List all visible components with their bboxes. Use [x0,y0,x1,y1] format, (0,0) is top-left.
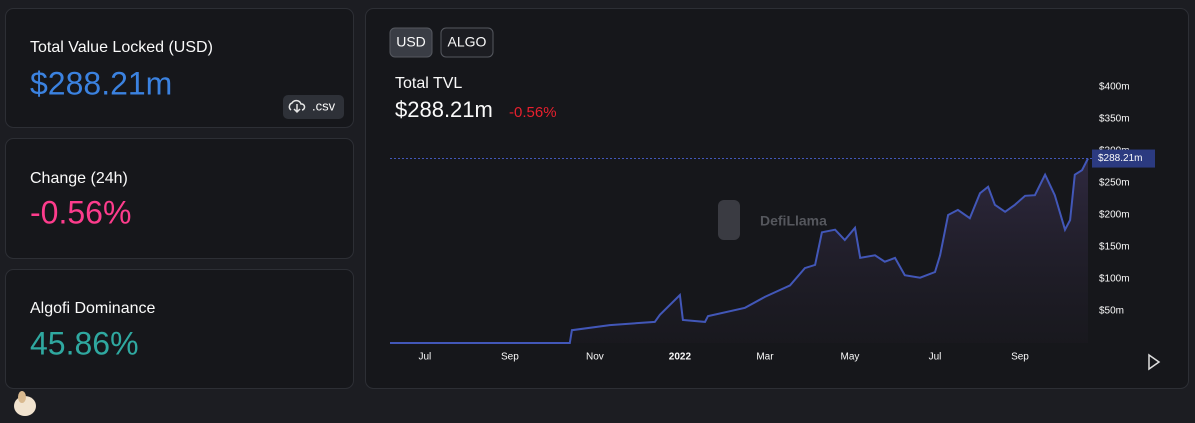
chart-title: Total TVL [395,75,462,92]
card-value: -0.56% [30,194,131,230]
watermark-logo [718,200,740,240]
last-value-box [1092,149,1155,168]
plot: $50m$100m$150m$200m$250m$300m$350m$400mJ… [390,82,1155,363]
chart-change: -0.56% [509,104,557,121]
card-label: Algofi Dominance [30,300,156,317]
y-tick-label: $200m [1099,210,1130,221]
y-tick-label: $150m [1099,242,1130,253]
y-tick-label: $350m [1099,114,1130,125]
button-label[interactable]: USD [396,34,426,50]
card [5,269,354,389]
csv-label: .csv [312,98,336,113]
card [5,8,354,128]
play-button[interactable] [1148,353,1161,371]
y-tick-label: $400m [1099,82,1130,93]
x-tick-label: 2022 [669,352,692,363]
usd-button[interactable] [389,27,433,58]
chart-value: $288.21m [395,97,493,122]
x-tick-label: Sep [501,352,519,363]
line [390,158,1089,344]
x-tick-label: Jul [418,352,431,363]
x-tick-label: Sep [1011,352,1029,363]
y-tick-label: $100m [1099,274,1130,285]
last-value-label: $288.21m [1098,153,1142,164]
card-value: 45.86% [30,325,139,361]
logo [14,391,36,416]
card [5,138,354,259]
button-label[interactable]: ALGO [448,34,487,50]
algo-button[interactable] [440,27,494,58]
card-label: Total Value Locked (USD) [30,39,213,56]
x-tick-label: Nov [586,352,604,363]
y-tick-label: $50m [1099,306,1124,317]
x-tick-label: Jul [929,352,942,363]
watermark: DefiLlama [760,213,827,229]
x-tick-label: Mar [756,352,774,363]
area [390,158,1088,343]
x-tick-label: May [840,352,859,363]
download-icon [288,99,306,114]
y-tick-label: $250m [1099,178,1130,189]
card-label: Change (24h) [30,170,128,187]
card-value: $288.21m [30,65,172,101]
